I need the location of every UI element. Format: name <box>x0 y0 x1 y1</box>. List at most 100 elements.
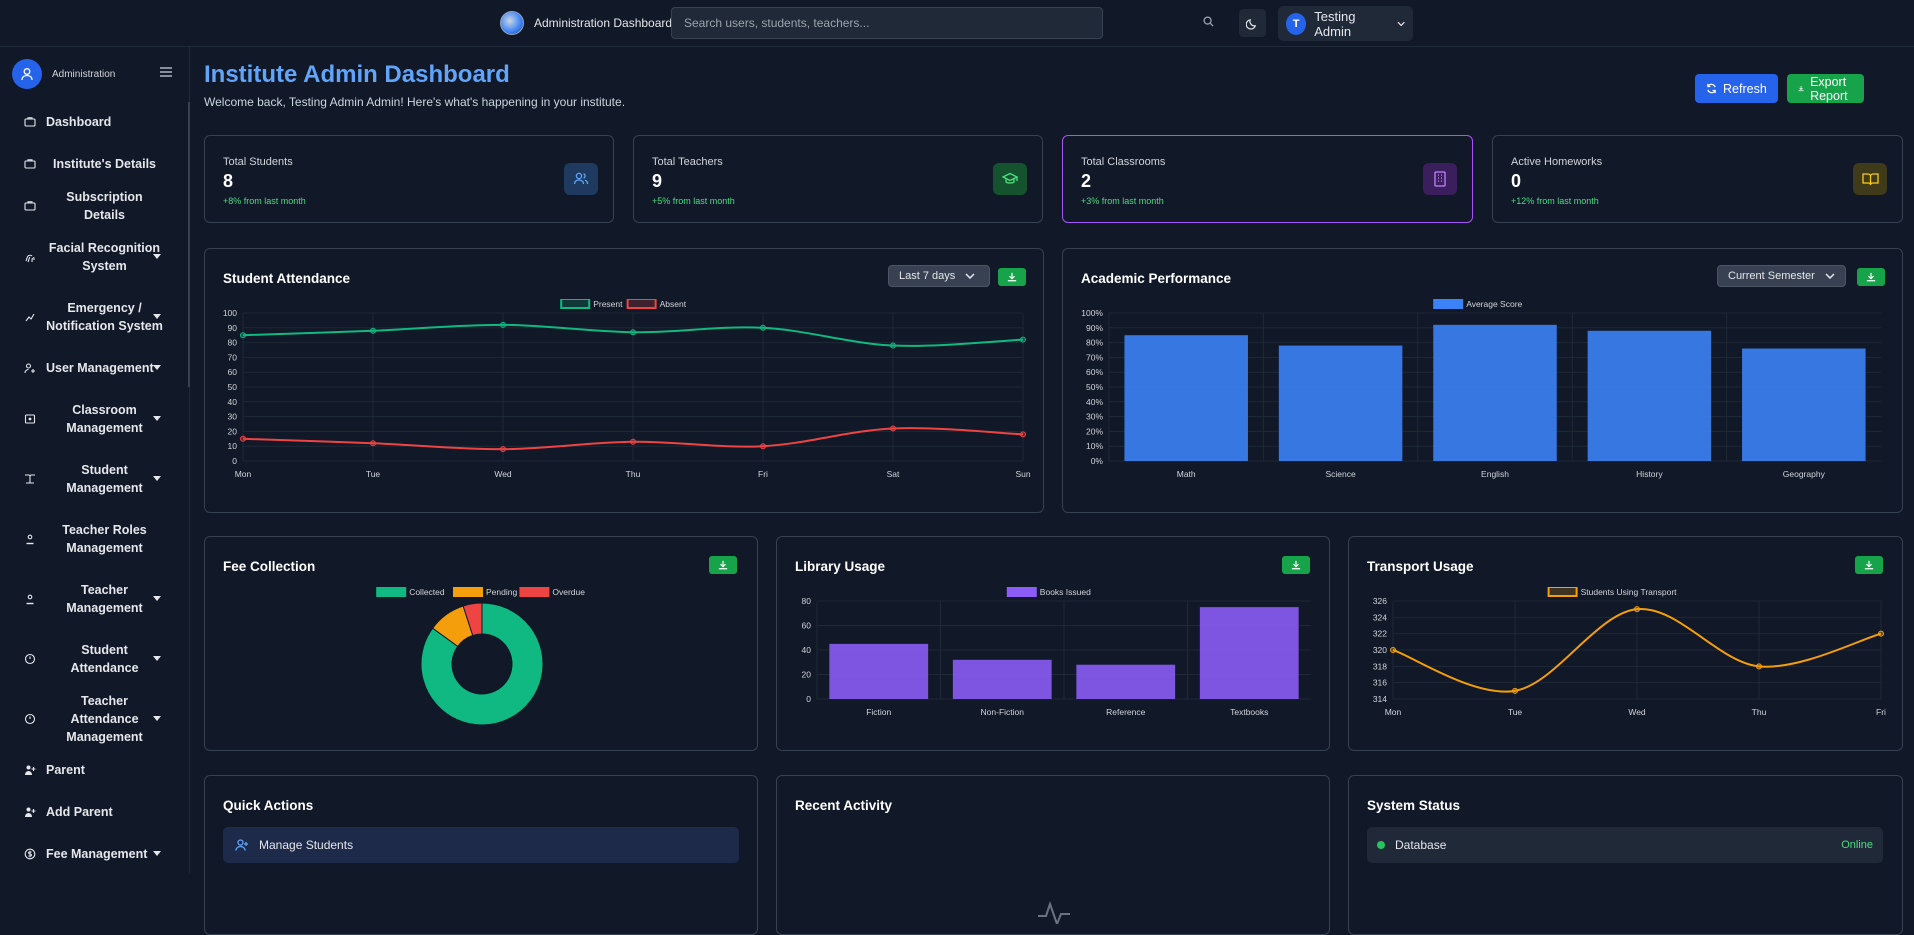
chevron-down-icon <box>153 476 161 481</box>
users-cog-icon <box>24 362 36 374</box>
download-button[interactable] <box>1855 556 1883 574</box>
search-input[interactable]: Search users, students, teachers... <box>671 7 1103 39</box>
download-button[interactable] <box>709 556 737 574</box>
hamburger-menu-icon[interactable] <box>160 67 172 80</box>
data-point <box>890 342 896 349</box>
y-tick-label: 20 <box>228 426 238 436</box>
slice-overdue <box>462 602 483 637</box>
download-button[interactable] <box>1857 268 1885 286</box>
chevron-down-icon <box>153 851 161 856</box>
y-tick-label: 10 <box>228 441 238 451</box>
x-tick-label: Sat <box>887 469 900 479</box>
search-icon[interactable] <box>1203 14 1214 32</box>
sidebar-item-student-attendance[interactable]: Student Attendance <box>0 629 189 689</box>
building-icon <box>1423 163 1457 195</box>
download-button[interactable] <box>998 268 1026 286</box>
y-tick-label: 20 <box>802 670 812 680</box>
refresh-label: Refresh <box>1723 81 1767 96</box>
moon-icon <box>1246 18 1257 30</box>
sidebar-item-teacher-roles-management[interactable]: Teacher Roles Management <box>0 509 189 569</box>
series-line-present <box>242 323 1024 347</box>
users-icon <box>564 163 598 195</box>
sidebar-item-label: Classroom Management <box>66 403 143 435</box>
sidebar-item-facial-recognition-system[interactable]: Facial Recognition System <box>0 227 189 287</box>
legend-swatch <box>1006 587 1037 597</box>
y-tick-label: 0 <box>232 456 237 466</box>
download-button[interactable] <box>1282 556 1310 574</box>
data-point <box>1020 336 1026 343</box>
stat-card-homeworks: Active Homeworks 0 +12% from last month <box>1492 135 1903 223</box>
bar-geography <box>1742 348 1866 461</box>
stat-card-teachers: Total Teachers 9 +5% from last month <box>633 135 1043 223</box>
performance-range-select[interactable]: Current Semester <box>1717 265 1846 287</box>
teacher-icon <box>24 533 36 545</box>
legend-swatch <box>626 299 657 309</box>
sidebar-nav: Dashboard Institute's Details Subscription… <box>0 101 189 875</box>
sidebar-header: Administration <box>0 47 189 101</box>
sidebar-title: Administration <box>52 68 116 80</box>
export-report-button[interactable]: Export Report <box>1787 74 1864 103</box>
top-bar: Administration Dashboard Search users, s… <box>0 0 1914 47</box>
stat-label: Active Homeworks <box>1511 156 1603 168</box>
y-tick-label: 80 <box>802 596 812 606</box>
sidebar-item-institute-s-details[interactable]: Institute's Details <box>0 143 189 185</box>
sidebar-item-student-management[interactable]: Student Management <box>0 449 189 509</box>
y-tick-label: 318 <box>1373 661 1387 671</box>
teacher-icon <box>24 593 36 605</box>
legend-label: Present <box>593 299 623 309</box>
card-title: Recent Activity <box>795 798 893 813</box>
chevron-down-icon <box>153 314 161 319</box>
sidebar-item-label: Fee Management <box>46 847 148 861</box>
sidebar-item-classroom-management[interactable]: Classroom Management <box>0 389 189 449</box>
download-icon <box>1798 85 1804 92</box>
y-tick-label: 80 <box>228 338 238 348</box>
y-tick-label: 0% <box>1091 456 1104 466</box>
y-tick-label: 40 <box>228 397 238 407</box>
briefcase-icon <box>24 200 36 212</box>
attendance-range-select[interactable]: Last 7 days <box>888 265 990 287</box>
x-tick-label: Textbooks <box>1230 707 1268 717</box>
system-status-card: System Status Database Online <box>1348 775 1903 935</box>
y-tick-label: 100% <box>1081 308 1103 318</box>
bar-science <box>1278 345 1403 461</box>
data-point <box>1878 630 1884 637</box>
y-tick-label: 322 <box>1373 629 1387 639</box>
card-title: Academic Performance <box>1081 271 1232 286</box>
search-placeholder: Search users, students, teachers... <box>684 16 870 30</box>
sidebar-item-dashboard[interactable]: Dashboard <box>0 101 189 143</box>
sidebar-item-teacher-attendance-management[interactable]: Teacher Attendance Management <box>0 689 189 749</box>
data-point <box>890 425 896 432</box>
chevron-down-icon <box>965 273 975 279</box>
sidebar-item-label: Dashboard <box>46 115 112 129</box>
x-tick-label: Non-Fiction <box>981 707 1025 717</box>
sidebar-item-parent[interactable]: Parent <box>0 749 189 791</box>
bar-reference <box>1076 664 1176 699</box>
page-title: Institute Admin Dashboard <box>204 61 510 88</box>
x-tick-label: Geography <box>1783 469 1826 479</box>
clock-icon <box>24 653 36 665</box>
clock-icon <box>24 713 36 725</box>
status-dot <box>1377 841 1385 849</box>
legend-swatch <box>1547 587 1578 597</box>
stat-value: 9 <box>652 171 663 191</box>
stat-value: 0 <box>1511 171 1522 191</box>
sidebar-item-label: Parent <box>46 763 85 777</box>
transport-usage-card: Transport Usage Students Using Transport… <box>1348 536 1903 751</box>
sidebar-item-teacher-management[interactable]: Teacher Management <box>0 569 189 629</box>
fingerprint-icon <box>24 251 36 263</box>
bar-non-fiction <box>952 659 1052 699</box>
data-point <box>1756 663 1762 670</box>
sidebar-item-add-parent[interactable]: Add Parent <box>0 791 189 833</box>
card-title: System Status <box>1367 798 1461 813</box>
sidebar-item-fee-management[interactable]: Fee Management <box>0 833 189 875</box>
manage-students-button[interactable]: Manage Students <box>223 827 739 863</box>
user-menu[interactable]: T Testing Admin <box>1278 6 1413 41</box>
sidebar-item-user-management[interactable]: User Management <box>0 347 189 389</box>
y-tick-label: 30% <box>1086 412 1103 422</box>
sidebar-item-subscription-details[interactable]: Subscription Details <box>0 185 189 227</box>
theme-toggle-button[interactable] <box>1239 9 1266 37</box>
refresh-button[interactable]: Refresh <box>1695 74 1778 103</box>
sidebar-scrollbar[interactable] <box>188 102 190 387</box>
library-usage-card: Library Usage Books Issued 80 60 40 20 0 Ficti… <box>776 536 1330 751</box>
sidebar-item-emergency-notification-system[interactable]: Emergency / Notification System <box>0 287 189 347</box>
